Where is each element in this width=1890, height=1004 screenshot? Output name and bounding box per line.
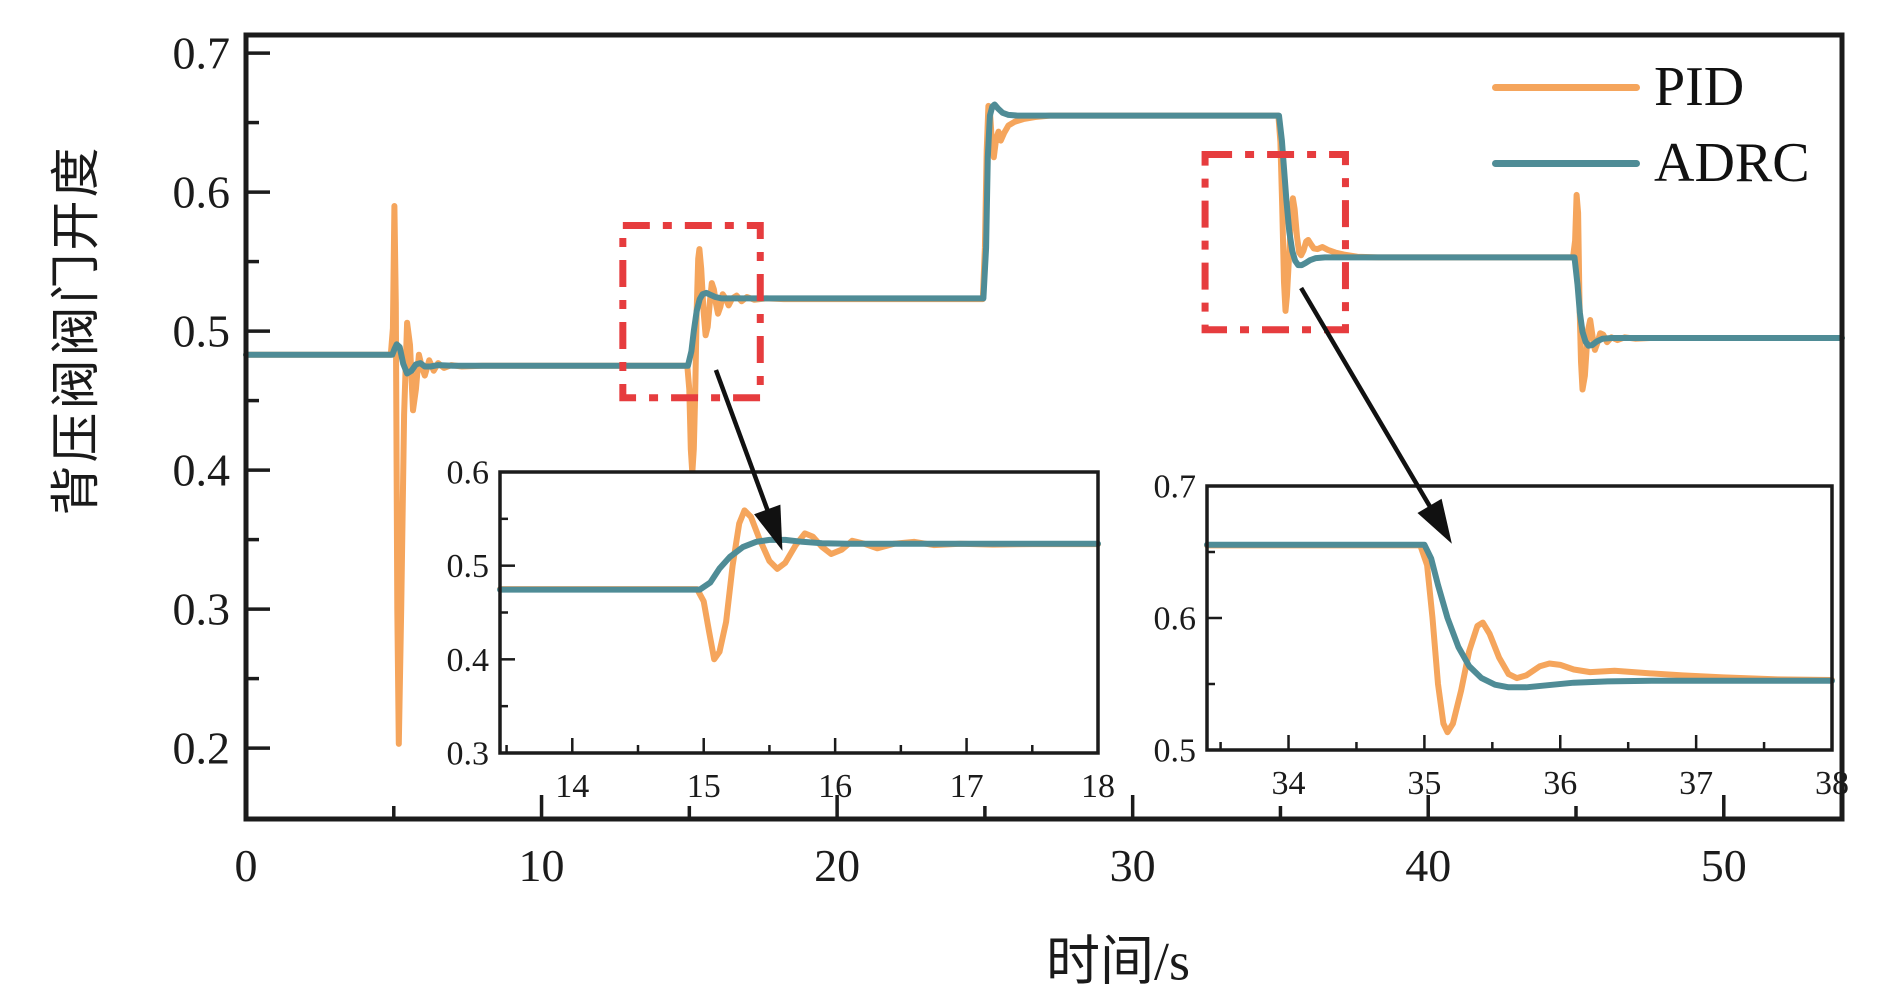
- x-tick-label: 36: [1543, 765, 1577, 802]
- x-tick-label: 18: [1081, 768, 1115, 805]
- y-tick-label: 0.7: [173, 28, 231, 79]
- x-tick-label: 40: [1405, 840, 1451, 891]
- y-tick-label: 0.3: [447, 736, 490, 773]
- plot-border: [498, 470, 1100, 755]
- y-tick-label: 0.6: [173, 167, 231, 218]
- legend-entry-pid: PID: [1492, 59, 1744, 115]
- arrow-head-icon: [1417, 498, 1452, 544]
- y-tick-label: 0.5: [447, 548, 490, 585]
- arrow-shaft: [713, 369, 775, 524]
- x-tick-label: 15: [687, 768, 721, 805]
- arrow-shaft: [1299, 286, 1439, 520]
- legend-label-adrc: ADRC: [1654, 132, 1810, 194]
- y-tick-label: 0.4: [173, 445, 231, 496]
- inset-zoom-step-35s: 34 35 36 37 38 0.5 0.6 0.7: [1154, 469, 1850, 802]
- y-tick-label: 0.6: [1154, 601, 1197, 638]
- x-tick-label: 37: [1679, 765, 1713, 802]
- adrc-curve: [243, 101, 1845, 377]
- legend-label-pid: PID: [1654, 56, 1745, 118]
- x-tick-label: 35: [1407, 765, 1441, 802]
- y-tick-label: 0.7: [1154, 469, 1197, 506]
- x-tick-label: 30: [1110, 840, 1156, 891]
- x-axis-label: 时间/s: [1045, 931, 1191, 992]
- y-tick-label: 0.2: [173, 723, 231, 774]
- highlight-box-1: [619, 221, 764, 402]
- plot-border: [1205, 484, 1834, 752]
- x-tick-label: 34: [1272, 765, 1306, 802]
- plot-border: [243, 32, 1845, 822]
- x-tick-label: 17: [950, 768, 984, 805]
- x-tick-label: 14: [555, 768, 589, 805]
- callout-arrow-2: [1299, 286, 1452, 544]
- x-tick-label: 38: [1815, 765, 1849, 802]
- inset-background: [1207, 486, 1832, 750]
- x-tick-label: 16: [818, 768, 852, 805]
- pid-curve: [1204, 542, 1835, 736]
- x-tick-label: 20: [814, 840, 860, 891]
- highlight-box-2: [1201, 151, 1349, 334]
- y-tick-label: 0.3: [173, 584, 231, 635]
- pid-line-swatch: [1492, 83, 1640, 91]
- y-axis-label: 背压阀阀门开度: [48, 144, 104, 516]
- adrc-curve: [1204, 541, 1835, 691]
- inset-zoom-step-15s: 14 15 16 17 18 0.3 0.4 0.5 0.6: [447, 455, 1116, 805]
- x-tick-label: 50: [1701, 840, 1747, 891]
- legend-entry-adrc: ADRC: [1492, 135, 1810, 191]
- y-tick-label: 0.5: [1154, 733, 1197, 770]
- y-tick-label: 0.4: [447, 642, 490, 679]
- adrc-curve: [497, 536, 1101, 593]
- y-tick-label: 0.5: [173, 306, 231, 357]
- y-tick-label: 0.6: [447, 455, 490, 492]
- arrow-head-icon: [754, 504, 783, 551]
- main-plot: 0 10 20 30 40 50 0.2 0.3 0.4 0.5 0.6 0.7: [173, 28, 1845, 891]
- adrc-line-swatch: [1492, 159, 1640, 167]
- callout-arrow-1: [713, 369, 783, 551]
- inset-background: [500, 472, 1098, 753]
- x-tick-label: 10: [519, 840, 565, 891]
- x-tick-label: 0: [235, 840, 258, 891]
